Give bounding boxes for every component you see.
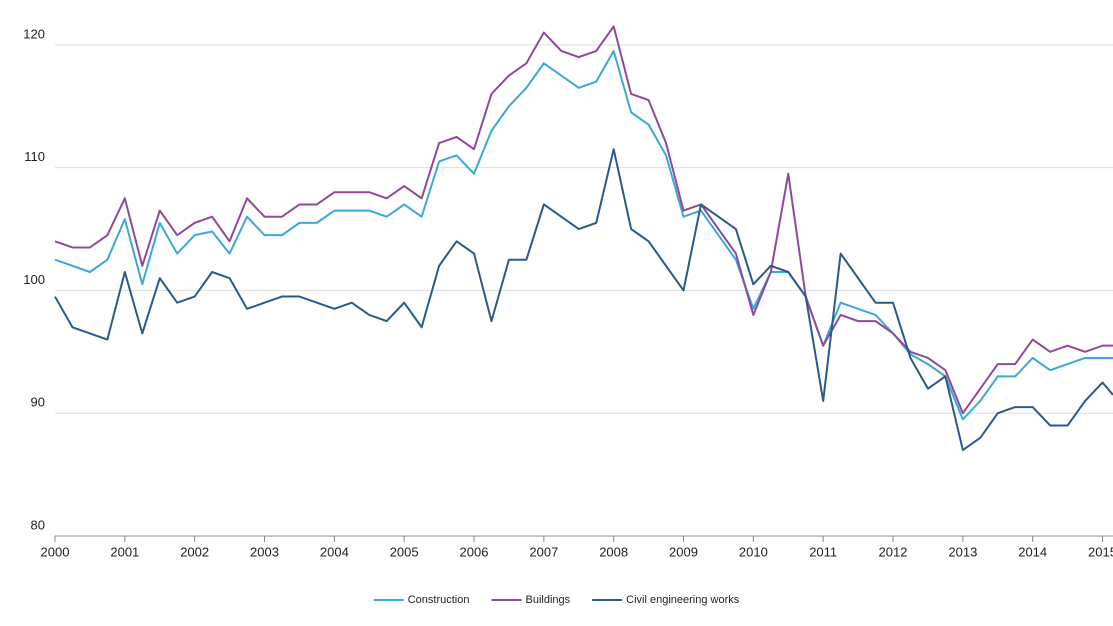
x-tick-label: 2003	[250, 544, 279, 559]
x-tick-label: 2005	[390, 544, 419, 559]
x-tick-label: 2000	[41, 544, 70, 559]
x-tick-label: 2007	[529, 544, 558, 559]
y-tick-label: 100	[23, 272, 45, 287]
y-tick-label: 80	[31, 517, 45, 532]
x-tick-label: 2001	[110, 544, 139, 559]
legend-label: Construction	[408, 594, 470, 606]
x-tick-label: 2008	[599, 544, 628, 559]
x-tick-label: 2002	[180, 544, 209, 559]
series-line	[54, 25, 1113, 415]
x-tick-label: 2014	[1018, 544, 1047, 559]
legend-label: Buildings	[526, 594, 571, 606]
series-line	[54, 49, 1113, 421]
legend: Construction Buildings Civil engineering w…	[373, 594, 740, 606]
series-line	[54, 148, 1113, 452]
x-tick-label: 2004	[320, 544, 349, 559]
x-tick-label: 2012	[879, 544, 908, 559]
x-tick-label: 2010	[739, 544, 768, 559]
y-tick-label: 90	[31, 395, 45, 410]
y-tick-label: 120	[23, 26, 45, 41]
x-tick-label: 2013	[948, 544, 977, 559]
x-tick-label: 2009	[669, 544, 698, 559]
x-tick-label: 2011	[809, 544, 837, 559]
x-tick-label: 2015	[1088, 544, 1113, 559]
x-tick-label: 2006	[460, 544, 489, 559]
legend-label: Civil engineering works	[626, 594, 740, 606]
y-tick-label: 110	[24, 149, 45, 164]
